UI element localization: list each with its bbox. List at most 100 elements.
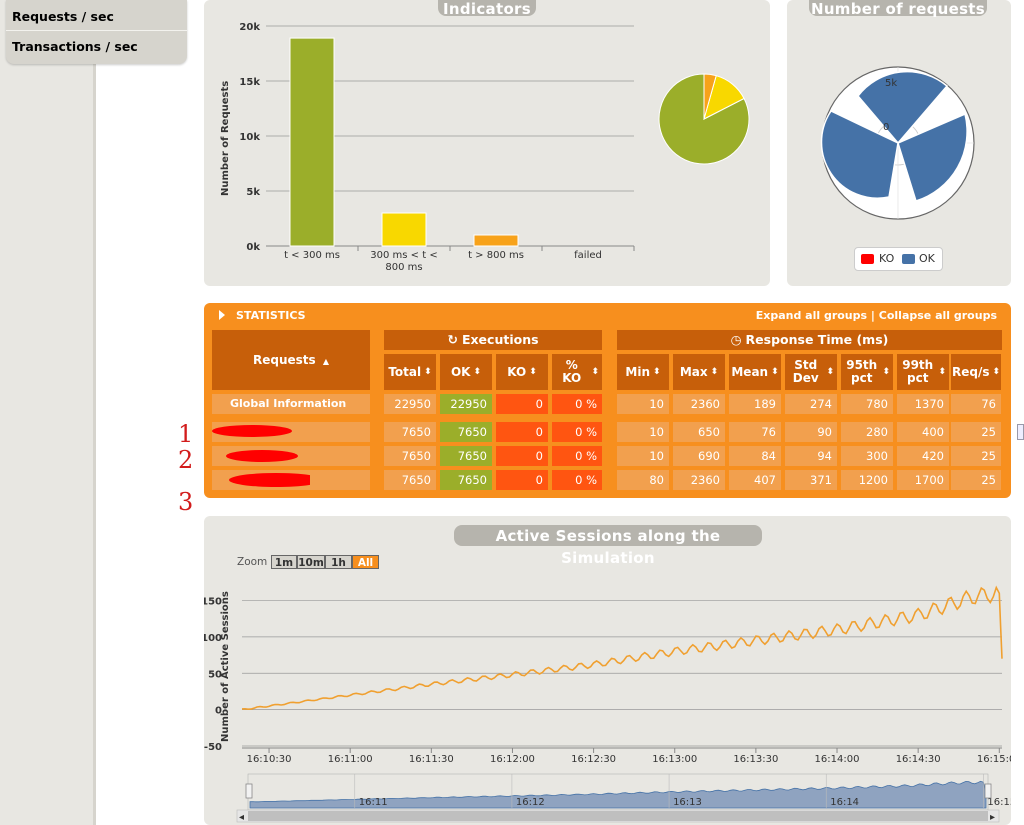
menu-item-requests-per-sec[interactable]: Requests / sec bbox=[12, 9, 114, 24]
indicators-pie-slice bbox=[658, 73, 750, 165]
table-cell: 94 bbox=[785, 446, 837, 466]
active-sessions-chart: 150 100 50 0 -50 Number of Active Sessions 1… bbox=[204, 585, 1011, 823]
statistics-panel: STATISTICS Expand all groups | Collapse … bbox=[204, 303, 1011, 498]
polar-sector-2 bbox=[897, 112, 968, 202]
sessions-y-axis-label: Number of Active Sessions bbox=[220, 591, 231, 742]
response-time-group-header: ◷ Response Time (ms) bbox=[617, 330, 1002, 350]
active-sessions-title: Active Sessions along the Simulation bbox=[454, 525, 762, 567]
table-cell: 0 bbox=[496, 470, 548, 490]
table-cell: 76 bbox=[729, 422, 781, 442]
table-cell: 0 bbox=[496, 394, 548, 414]
table-cell: 1370 bbox=[897, 394, 949, 414]
menu-item-transactions-per-sec[interactable]: Transactions / sec bbox=[12, 39, 138, 54]
table-cell: 0 % bbox=[552, 470, 602, 490]
indicators-bar bbox=[473, 234, 519, 247]
indicators-pie bbox=[658, 73, 750, 165]
indicators-panel: Indicators 20k 15k 10k 5k 0k Number of Reque… bbox=[204, 0, 770, 286]
sort-icon: ⬍ bbox=[473, 366, 482, 377]
menu-box: Requests / sec Transactions / sec bbox=[6, 0, 187, 64]
redaction-scribble-2 bbox=[226, 450, 298, 462]
column-header-label: Req/s bbox=[951, 364, 990, 379]
sessions-y-ticks: 150 100 50 0 -50 bbox=[204, 597, 222, 753]
requests-polar-chart: 5k 0 bbox=[820, 66, 975, 220]
legend-ok-label[interactable]: OK bbox=[919, 252, 935, 265]
column-header-ko[interactable]: KO ⬍ bbox=[496, 354, 548, 390]
column-header-95th-pct[interactable]: 95th pct ⬍ bbox=[841, 354, 893, 390]
redaction-scribble-3 bbox=[229, 473, 310, 487]
column-header-total[interactable]: Total ⬍ bbox=[384, 354, 436, 390]
indicators-y-tick-label: 20k bbox=[239, 22, 260, 33]
indicators-y-tick-label: 15k bbox=[239, 77, 260, 88]
table-cell: 10 bbox=[617, 394, 669, 414]
column-header-label: KO bbox=[507, 364, 527, 379]
indicators-y-tick-label: 0k bbox=[246, 242, 260, 253]
legend-ko-label[interactable]: KO bbox=[879, 252, 895, 265]
table-cell: 280 bbox=[841, 422, 893, 442]
column-header-req-s[interactable]: Req/s ⬍ bbox=[951, 354, 1001, 390]
collapse-all-groups-link[interactable]: Collapse all groups bbox=[878, 309, 997, 322]
executions-label: Executions bbox=[461, 332, 539, 347]
table-cell: 650 bbox=[673, 422, 725, 442]
scroll-handle[interactable] bbox=[1017, 424, 1024, 440]
column-header-label: Mean bbox=[731, 364, 769, 379]
navigator-tick-label: 16:15 bbox=[987, 797, 1011, 808]
number-of-requests-panel: Number of requests 5k 0 KO OK bbox=[787, 0, 1011, 286]
zoom-button-1m[interactable]: 1m bbox=[271, 555, 297, 569]
table-cell: 10 bbox=[617, 422, 669, 442]
collapse-arrow-icon[interactable] bbox=[219, 310, 225, 320]
sort-icon: ⬍ bbox=[591, 366, 599, 377]
navigator-scrollbar-thumb bbox=[248, 811, 988, 821]
column-header-99th-pct[interactable]: 99th pct ⬍ bbox=[897, 354, 949, 390]
column-header-min[interactable]: Min ⬍ bbox=[617, 354, 669, 390]
indicators-x-tick-label: failed bbox=[574, 250, 602, 261]
zoom-button-1h[interactable]: 1h bbox=[325, 555, 352, 569]
expand-all-groups-link[interactable]: Expand all groups bbox=[755, 309, 868, 322]
indicators-x-tick-label: t < 300 ms bbox=[284, 250, 340, 261]
table-cell: 1200 bbox=[841, 470, 893, 490]
column-header-std-dev[interactable]: Std Dev ⬍ bbox=[785, 354, 837, 390]
row-label-global-information[interactable]: Global Information bbox=[212, 394, 370, 414]
sort-icon: ⬍ bbox=[882, 366, 890, 377]
column-header-label: OK bbox=[450, 364, 471, 379]
table-cell: 407 bbox=[729, 470, 781, 490]
sort-icon: ⬍ bbox=[826, 366, 834, 377]
column-header-label: Max bbox=[679, 364, 708, 379]
column-header-label: Total bbox=[388, 364, 422, 379]
table-cell: 690 bbox=[673, 446, 725, 466]
column-header-max[interactable]: Max ⬍ bbox=[673, 354, 725, 390]
table-cell: 2360 bbox=[673, 394, 725, 414]
indicators-bar bbox=[289, 37, 335, 247]
column-header-mean[interactable]: Mean ⬍ bbox=[729, 354, 781, 390]
table-cell: 7650 bbox=[440, 446, 492, 466]
requests-legend: KO OK bbox=[854, 247, 943, 271]
handwritten-annotations: 1 2 3 bbox=[178, 420, 310, 516]
sort-asc-icon: ▲ bbox=[322, 357, 329, 366]
table-cell: 0 % bbox=[552, 394, 602, 414]
table-cell: 76 bbox=[951, 394, 1001, 414]
executions-group-header: ↻ Executions bbox=[384, 330, 602, 350]
table-cell: 7650 bbox=[440, 470, 492, 490]
scroll-left-arrow-icon: ◂ bbox=[239, 812, 244, 823]
table-cell: 0 % bbox=[552, 446, 602, 466]
table-cell: 400 bbox=[897, 422, 949, 442]
sort-icon: ⬍ bbox=[653, 366, 661, 377]
requests-column-header[interactable]: Requests ▲ bbox=[212, 330, 370, 390]
table-cell: 25 bbox=[951, 446, 1001, 466]
table-cell: 1700 bbox=[897, 470, 949, 490]
column-header-ok[interactable]: OK ⬍ bbox=[440, 354, 492, 390]
zoom-button-all[interactable]: All bbox=[352, 555, 379, 569]
sessions-x-tick-label: 16:11:30 bbox=[409, 754, 454, 765]
sessions-x-tick-label: 16:12:30 bbox=[571, 754, 616, 765]
indicators-y-ticks: 20k 15k 10k 5k 0k bbox=[239, 22, 260, 253]
sort-icon: ⬍ bbox=[710, 366, 719, 377]
navigator-tick-label: 16:13 bbox=[673, 797, 702, 808]
column-header-ko[interactable]: % KO ⬍ bbox=[552, 354, 602, 390]
table-cell: 7650 bbox=[384, 470, 436, 490]
indicators-bar bbox=[381, 212, 427, 247]
zoom-button-10m[interactable]: 10m bbox=[297, 555, 325, 569]
sessions-y-tick-label: 100 bbox=[204, 633, 222, 644]
sort-icon: ⬍ bbox=[992, 366, 1001, 377]
indicators-y-axis-label: Number of Requests bbox=[220, 81, 231, 196]
legend-ok-swatch bbox=[902, 254, 915, 264]
menu-divider bbox=[6, 30, 187, 31]
